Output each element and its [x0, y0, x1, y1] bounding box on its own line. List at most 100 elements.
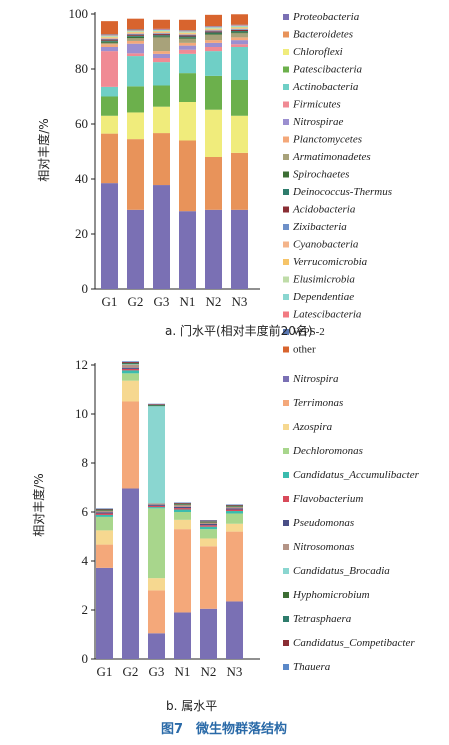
- phylum-bar-segment: [153, 34, 170, 36]
- phylum-bar-segment: [179, 32, 196, 33]
- phylum-bar-segment: [205, 26, 222, 27]
- phylum-bar-segment: [101, 96, 118, 116]
- phylum-bar-segment: [179, 73, 196, 102]
- genus-bar-segment: [148, 590, 165, 634]
- genus-bar-segment: [96, 513, 113, 515]
- phylum-bar-segment: [101, 39, 118, 41]
- phylum-legend-label: Zixibacteria: [293, 221, 347, 233]
- phylum-bar-segment: [127, 29, 144, 30]
- phylum-y-tick-label: 80: [75, 61, 88, 76]
- genus-bar-segment: [174, 504, 191, 505]
- phylum-y-tick-label: 100: [69, 6, 89, 21]
- genus-bar-segment: [174, 504, 191, 507]
- genus-bar-segment: [96, 567, 113, 659]
- phylum-bar-segment: [205, 75, 222, 110]
- phylum-chart-caption: a. 门水平(相对丰度前20名): [165, 323, 313, 338]
- phylum-bar-segment: [101, 183, 118, 289]
- genus-bar-segment: [226, 508, 243, 510]
- genus-bar-segment: [122, 362, 139, 364]
- genus-y-axis-label: 相对丰度/%: [31, 473, 46, 536]
- phylum-bar-segment: [127, 32, 144, 33]
- phylum-bar-segment: [231, 28, 248, 30]
- phylum-bar-segment: [205, 28, 222, 29]
- phylum-legend-label: Verrucomicrobia: [293, 256, 368, 268]
- phylum-bar-segment: [127, 38, 144, 41]
- phylum-y-tick-label: 60: [75, 116, 88, 131]
- phylum-bar-segment: [179, 211, 196, 289]
- phylum-legend-label: Cyanobacteria: [293, 239, 359, 251]
- genus-y-tick-label: 4: [82, 553, 89, 568]
- genus-bar-segment: [148, 404, 165, 405]
- phylum-legend-swatch: [283, 276, 289, 283]
- figure-title: 图7 微生物群落结构: [161, 721, 287, 737]
- phylum-bar-segment: [179, 30, 196, 31]
- phylum-x-tick-label: N1: [180, 294, 196, 309]
- phylum-legend-label: Chloroflexi: [293, 46, 343, 58]
- phylum-bar-segment: [231, 25, 248, 26]
- phylum-bar-segment: [205, 14, 222, 27]
- phylum-bar-segment: [179, 38, 196, 43]
- genus-bar-segment: [122, 364, 139, 368]
- phylum-legend-label: Firmicutes: [292, 99, 341, 111]
- genus-x-tick-label: N1: [175, 664, 191, 679]
- genus-bar-segment: [200, 520, 217, 522]
- genus-bar-segment: [200, 538, 217, 547]
- phylum-bar-segment: [101, 34, 118, 35]
- genus-legend-label: Candidatus_Competibacter: [293, 637, 415, 649]
- genus-legend-label: Candidatus_Brocadia: [293, 565, 390, 577]
- phylum-bar-segment: [205, 31, 222, 33]
- phylum-bar-segment: [153, 53, 170, 58]
- phylum-bar-segment: [205, 33, 222, 35]
- genus-bar-segment: [96, 510, 113, 511]
- phylum-legend-label: Planctomycetes: [292, 134, 362, 146]
- phylum-legend-label: Patescibacteria: [292, 64, 363, 76]
- phylum-bar-segment: [179, 33, 196, 35]
- genus-bar-segment: [148, 503, 165, 505]
- genus-bar-segment: [174, 529, 191, 613]
- genus-legend-swatch: [283, 664, 289, 670]
- phylum-bar-segment: [205, 40, 222, 43]
- phylum-bar-segment: [205, 26, 222, 28]
- genus-bar-segment: [200, 525, 217, 527]
- phylum-bar-segment: [101, 42, 118, 45]
- phylum-y-tick-label: 40: [75, 171, 88, 186]
- phylum-legend-label: Dependentiae: [292, 291, 354, 303]
- phylum-bar-segment: [101, 35, 118, 37]
- phylum-bar-segment: [101, 36, 118, 38]
- genus-bar-segment: [200, 546, 217, 609]
- phylum-legend-label: Latescibacteria: [292, 309, 362, 321]
- phylum-bar-segment: [101, 38, 118, 40]
- phylum-bar-segment: [179, 45, 196, 50]
- genus-bar-segment: [148, 406, 165, 504]
- genus-legend-swatch: [283, 496, 289, 502]
- genus-bar-segment: [174, 612, 191, 659]
- phylum-bar-segment: [127, 56, 144, 87]
- genus-bar-segment: [148, 405, 165, 407]
- phylum-x-tick-label: N2: [206, 294, 222, 309]
- phylum-legend-swatch: [283, 154, 289, 160]
- phylum-bar-segment: [231, 33, 248, 38]
- phylum-bar-segment: [153, 19, 170, 29]
- genus-legend-label: Azospira: [292, 421, 333, 433]
- phylum-bar-segment: [153, 185, 170, 289]
- phylum-bar-segment: [153, 36, 170, 38]
- phylum-bar-segment: [205, 30, 222, 32]
- phylum-legend-swatch: [283, 224, 289, 230]
- phylum-bar-segment: [127, 139, 144, 210]
- phylum-bar-segment: [153, 30, 170, 32]
- genus-bar-segment: [122, 367, 139, 369]
- phylum-bar-segment: [231, 25, 248, 27]
- phylum-bar-segment: [179, 32, 196, 34]
- genus-bar-segment: [96, 544, 113, 568]
- phylum-bar-segment: [205, 47, 222, 52]
- genus-y-tick-label: 8: [82, 455, 89, 470]
- genus-bar-segment: [174, 508, 191, 510]
- phylum-bar-segment: [127, 209, 144, 289]
- genus-legend-label: Nitrospira: [292, 373, 339, 385]
- phylum-bar-segment: [179, 36, 196, 38]
- phylum-legend-label: Spirochaetes: [293, 169, 349, 181]
- phylum-x-tick-label: G1: [102, 294, 118, 309]
- phylum-bar-segment: [127, 53, 144, 57]
- genus-bar-segment: [148, 508, 165, 579]
- phylum-legend-label: Elusimicrobia: [292, 274, 355, 286]
